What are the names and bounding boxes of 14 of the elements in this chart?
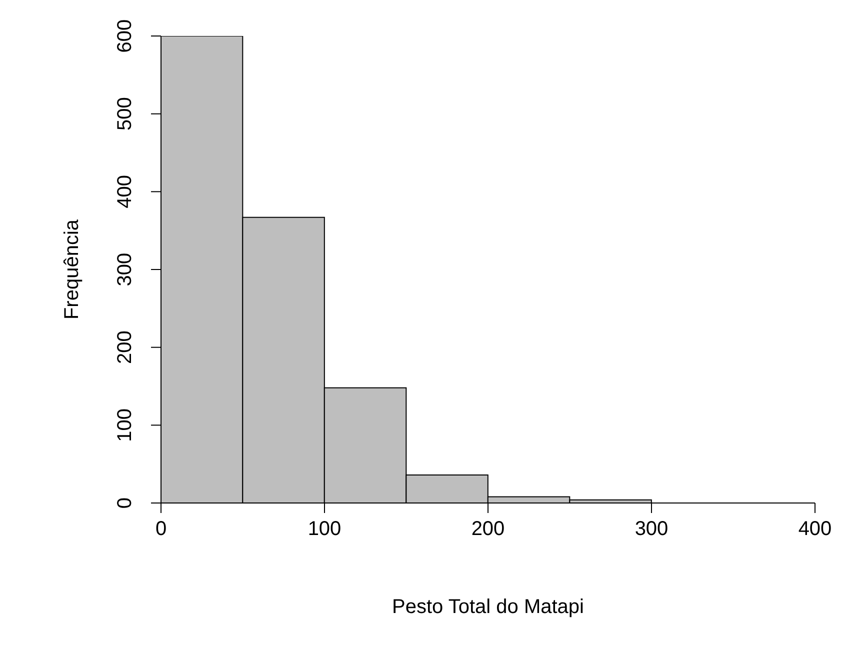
y-axis-title: Frequência xyxy=(61,218,84,320)
y-tick-label: 100 xyxy=(114,408,136,442)
x-tick-label: 100 xyxy=(308,518,342,540)
y-tick-label: 400 xyxy=(114,174,136,208)
x-tick-label: 400 xyxy=(798,518,832,540)
x-tick-label: 300 xyxy=(634,518,668,540)
y-tick-label: 200 xyxy=(114,330,136,364)
y-tick-label: 500 xyxy=(114,97,136,131)
x-axis-title: Pesto Total do Matapi xyxy=(392,596,584,618)
y-tick-label: 300 xyxy=(114,252,136,286)
x-tick-label: 0 xyxy=(155,518,167,540)
x-tick-label: 200 xyxy=(471,518,505,540)
y-tick-label: 600 xyxy=(114,19,136,53)
y-tick-label: 0 xyxy=(114,497,136,509)
